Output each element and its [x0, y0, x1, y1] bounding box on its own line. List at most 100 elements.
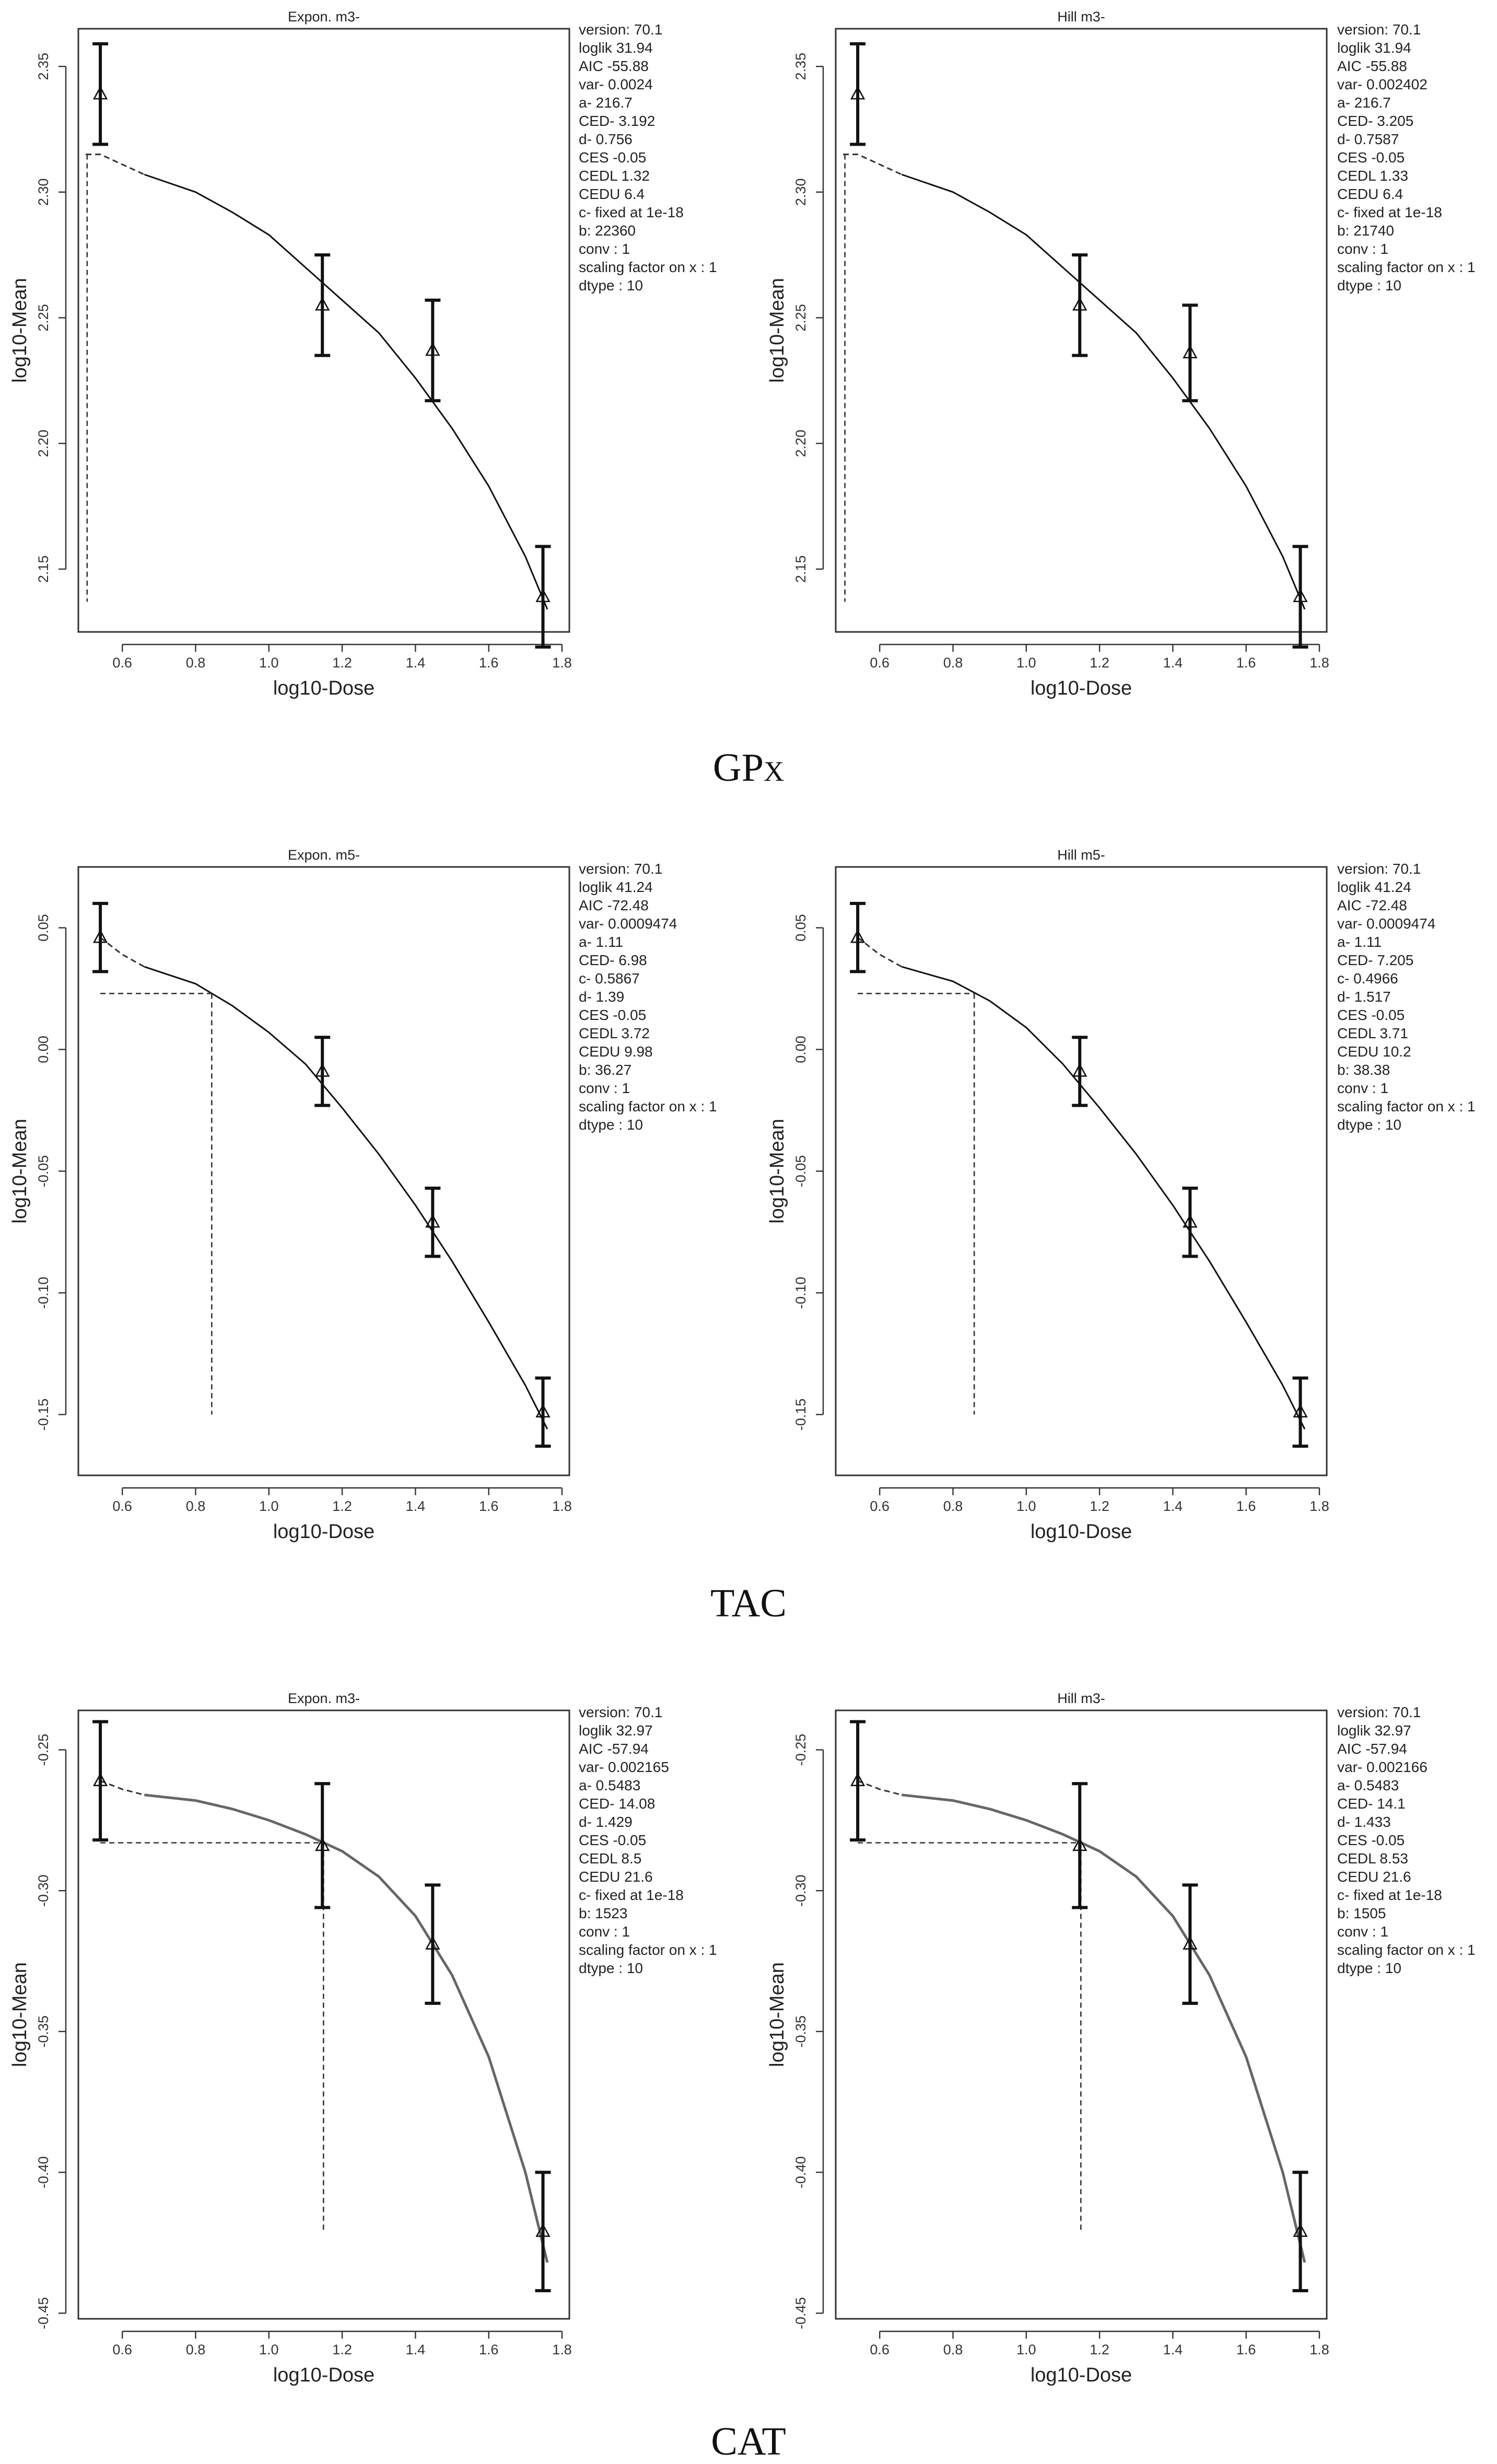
model-stat-line: scaling factor on x : 1: [579, 1942, 717, 1958]
data-point-triangle: [92, 929, 108, 943]
x-axis-title: log10-Dose: [1031, 2364, 1132, 2386]
data-point-triangle: [1183, 345, 1198, 359]
x-tick-label: 0.8: [943, 655, 963, 671]
x-tick-label: 1.8: [1309, 2342, 1329, 2357]
x-tick-label: 1.6: [1236, 2342, 1256, 2357]
fitted-curve: [901, 966, 1306, 1430]
fitted-curve: [144, 173, 548, 610]
data-point-triangle: [425, 342, 440, 356]
model-stat-line: scaling factor on x : 1: [1337, 259, 1476, 275]
plot-frame: [835, 866, 1328, 1476]
data-point-triangle: [850, 1773, 866, 1787]
model-stat-line: AIC -72.48: [579, 897, 649, 913]
model-stat-line: a- 1.11: [579, 934, 623, 950]
model-stat-line: AIC -57.94: [579, 1741, 649, 1757]
y-tick-label: 2.15: [793, 555, 809, 583]
model-stat-line: CEDL 8.53: [1337, 1850, 1408, 1867]
plot-title: Hill m3-: [1057, 9, 1105, 25]
model-stat-line: CEDL 1.33: [1337, 168, 1408, 184]
model-stat-line: CES -0.05: [579, 149, 646, 166]
model-stat-line: CEDU 21.6: [1337, 1869, 1411, 1885]
y-axis-title: log10-Mean: [9, 1962, 31, 2067]
y-tick-label: 2.15: [36, 555, 51, 583]
plot-frame: [77, 866, 570, 1476]
y-tick-label: -0.25: [793, 1734, 809, 1766]
model-stat-line: CEDL 1.32: [579, 168, 650, 184]
fitted-curve: [901, 173, 1306, 610]
data-point-triangle: [535, 2223, 551, 2237]
y-axis-title: log10-Mean: [766, 1119, 788, 1224]
model-stat-line: CEDU 10.2: [1337, 1043, 1411, 1060]
model-stat-line: version: 70.1: [579, 21, 662, 38]
model-stat-line: c- 0.5867: [579, 970, 640, 987]
model-stat-line: var- 0.0009474: [579, 916, 677, 932]
x-tick-label: 1.2: [1090, 1498, 1109, 1514]
y-tick-label: -0.15: [793, 1399, 809, 1431]
y-tick-label: 2.20: [793, 430, 809, 457]
x-tick-label: 0.6: [112, 2342, 132, 2357]
model-stat-line: c- 0.4966: [1337, 970, 1398, 987]
y-tick-label: 2.30: [36, 179, 51, 206]
x-axis-title: log10-Dose: [1031, 1521, 1132, 1543]
x-tick-label: 1.6: [1236, 1498, 1256, 1514]
chart-panel: Hill m5- 0.6 0.8 1.0 1.2 1.4 1.6 1.8 log10-Dose -…: [766, 847, 1476, 1543]
chart-panel: Expon. m5- 0.6 0.8 1.0 1.2 1.4 1.6 1.8 log10-Dos…: [9, 847, 717, 1543]
data-point-triangle: [1293, 1404, 1308, 1418]
model-stat-line: CES -0.05: [579, 1832, 646, 1848]
model-stat-line: dtype : 10: [579, 277, 643, 294]
y-tick-label: 2.35: [793, 53, 809, 80]
x-tick-label: 1.4: [1163, 2342, 1183, 2357]
fitted-curve: [901, 1793, 1306, 2263]
model-stat-line: CES -0.05: [579, 1007, 646, 1023]
model-stat-line: CED- 14.1: [1337, 1796, 1406, 1812]
x-axis-title: log10-Dose: [1031, 677, 1132, 699]
model-stat-line: conv : 1: [579, 241, 630, 257]
model-stat-line: loglik 31.94: [1337, 40, 1411, 56]
model-stat-line: CES -0.05: [1337, 149, 1405, 166]
x-tick-label: 0.6: [870, 655, 890, 671]
model-stat-line: scaling factor on x : 1: [1337, 1098, 1476, 1114]
x-axis-title: log10-Dose: [273, 1521, 375, 1543]
y-tick-label: 2.20: [36, 430, 51, 457]
y-axis-title: log10-Mean: [9, 1119, 31, 1224]
model-stat-line: c- fixed at 1e-18: [579, 1887, 684, 1903]
model-stat-line: conv : 1: [579, 1080, 630, 1096]
y-tick-label: -0.35: [793, 2015, 809, 2048]
model-stat-line: d- 0.756: [579, 131, 633, 147]
model-stat-line: dtype : 10: [579, 1117, 643, 1133]
x-tick-label: 1.8: [1309, 655, 1329, 671]
x-tick-label: 1.4: [1163, 1498, 1183, 1514]
model-stat-line: loglik 32.97: [579, 1722, 653, 1739]
model-stat-line: d- 1.39: [579, 989, 624, 1005]
x-tick-label: 1.2: [332, 655, 352, 671]
data-point-triangle: [1072, 297, 1087, 311]
model-stat-line: d- 0.7587: [1337, 131, 1399, 147]
model-stat-line: dtype : 10: [1337, 1117, 1401, 1133]
data-point-triangle: [850, 929, 866, 943]
x-tick-label: 1.6: [479, 2342, 499, 2357]
x-tick-label: 0.8: [186, 655, 206, 671]
model-stat-line: b: 21740: [1337, 222, 1394, 239]
data-point-triangle: [1072, 1063, 1087, 1077]
plot-frame: [77, 28, 570, 633]
y-tick-label: -0.45: [36, 2297, 51, 2329]
model-stat-line: a- 0.5483: [579, 1777, 640, 1793]
y-tick-label: -0.45: [793, 2297, 809, 2329]
fitted-curve: [144, 1793, 549, 2263]
model-stat-line: CEDL 3.72: [579, 1025, 650, 1041]
data-point-triangle: [1293, 2223, 1308, 2237]
model-stat-line: CED- 14.08: [579, 1796, 655, 1812]
x-tick-label: 1.0: [259, 1498, 279, 1514]
model-stat-line: CED- 3.192: [579, 113, 655, 129]
model-stat-line: b: 1505: [1337, 1905, 1386, 1921]
x-tick-label: 1.6: [1236, 655, 1256, 671]
model-stat-line: CEDU 21.6: [579, 1869, 653, 1885]
model-stat-line: version: 70.1: [1337, 21, 1421, 38]
model-stat-line: AIC -57.94: [1337, 1741, 1407, 1757]
x-tick-label: 1.6: [479, 1498, 499, 1514]
x-axis-title: log10-Dose: [273, 677, 375, 699]
model-stat-line: CED- 3.205: [1337, 113, 1413, 129]
y-tick-label: 2.25: [793, 304, 809, 332]
x-tick-label: 1.2: [332, 1498, 352, 1514]
